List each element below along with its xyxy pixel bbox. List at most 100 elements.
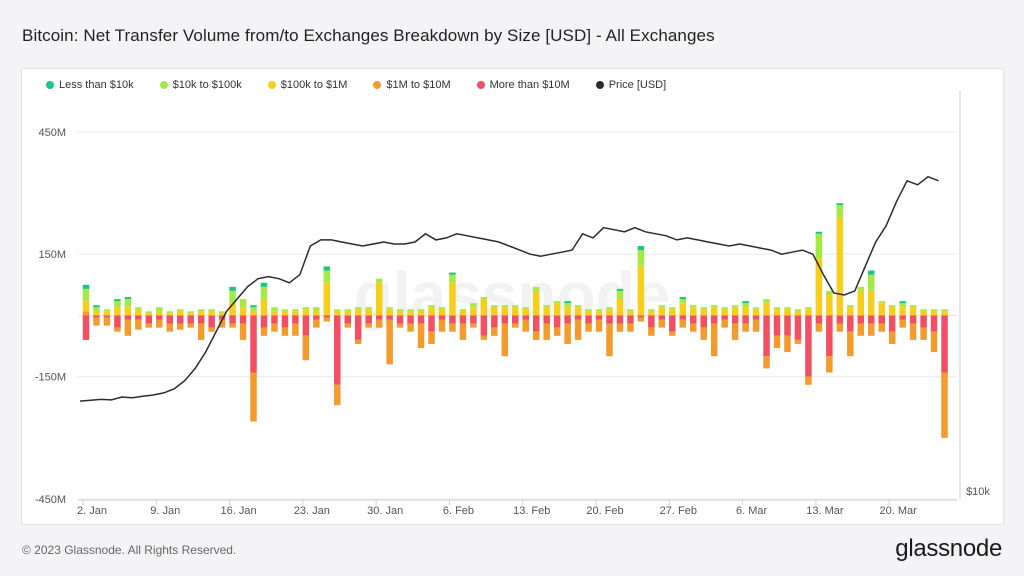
bar-segment <box>930 311 938 316</box>
bar-segment <box>260 299 268 316</box>
bar-segment <box>449 323 456 332</box>
bar-segment <box>763 356 770 369</box>
bar-segment <box>218 311 226 314</box>
bar-segment <box>218 315 226 320</box>
bar-segment <box>260 282 268 287</box>
bar-segment <box>292 315 299 324</box>
bar-segment <box>564 315 571 324</box>
bar-segment <box>145 311 153 314</box>
bar-segment <box>585 323 592 332</box>
bar-segment <box>721 307 728 310</box>
bar-segment <box>114 307 121 316</box>
bar-series <box>82 203 948 438</box>
bar-segment <box>449 274 456 283</box>
legend-item-2[interactable]: $100k to $1M <box>267 79 347 91</box>
bar-segment <box>574 307 582 316</box>
bar-segment <box>669 331 676 336</box>
bar-segment <box>292 309 299 312</box>
bar-segment <box>271 307 278 312</box>
bar-segment <box>103 311 111 316</box>
bar-segment <box>250 372 257 422</box>
bar-segment <box>375 319 383 328</box>
bar-segment <box>909 305 917 308</box>
bar-segment <box>899 301 906 304</box>
bar-segment <box>480 335 488 340</box>
bar-segment <box>637 250 645 267</box>
bar-segment <box>930 315 938 332</box>
bar-segment <box>627 315 634 324</box>
bar-segment <box>229 286 236 291</box>
bar-segment <box>480 299 488 316</box>
bar-segment <box>867 315 875 324</box>
bar-segment <box>375 278 383 283</box>
bar-segment <box>354 339 362 344</box>
bar-segment <box>124 299 132 308</box>
legend-item-4[interactable]: More than $10M <box>476 79 570 91</box>
bar-segment <box>867 270 875 275</box>
bar-segment <box>417 311 425 316</box>
bar-segment <box>281 327 289 336</box>
bar-segment <box>93 311 100 316</box>
bar-segment <box>501 315 509 324</box>
bar-segment <box>878 301 885 304</box>
legend-item-3[interactable]: $1M to $10M <box>373 79 451 91</box>
legend-item-0[interactable]: Less than $10k <box>46 79 134 91</box>
y-tick-label: 450M <box>38 127 66 139</box>
bar-segment <box>250 305 257 308</box>
bar-segment <box>606 307 613 310</box>
bar-segment <box>752 315 760 320</box>
bar-segment <box>114 327 121 332</box>
legend-item-5[interactable]: Price [USD] <box>595 79 667 91</box>
bar-segment <box>334 311 341 316</box>
bar-segment <box>145 313 153 316</box>
bar-segment <box>470 315 477 324</box>
bar-segment <box>606 309 613 316</box>
bar-segment <box>375 282 383 316</box>
bar-segment <box>229 303 236 316</box>
legend-label: $10k to $100k <box>172 79 242 91</box>
bar-segment <box>459 315 467 324</box>
bar-segment <box>690 307 697 316</box>
bar-segment <box>145 315 153 324</box>
bar-segment <box>396 311 404 316</box>
bar-segment <box>82 284 90 289</box>
bar-segment <box>396 323 404 328</box>
bar-segment <box>878 323 885 332</box>
bar-segment <box>637 246 645 251</box>
bar-segment <box>176 323 184 330</box>
bar-segment <box>690 323 697 332</box>
bar-segment <box>480 315 488 336</box>
bar-segment <box>700 307 707 310</box>
legend-item-1[interactable]: $10k to $100k <box>159 79 242 91</box>
bar-segment <box>553 315 561 328</box>
bar-segment <box>281 311 289 316</box>
bar-segment <box>334 309 341 312</box>
bar-segment <box>271 311 278 316</box>
bar-segment <box>543 315 550 324</box>
bar-segment <box>941 372 948 438</box>
bar-segment <box>543 305 550 308</box>
bar-segment <box>428 305 435 308</box>
bar-segment <box>166 311 174 314</box>
y-axis-right: $10k <box>959 91 990 499</box>
bar-segment <box>836 205 844 218</box>
bar-segment <box>888 315 896 332</box>
legend-label: Price [USD] <box>608 79 667 91</box>
bar-segment <box>805 309 812 316</box>
bar-segment <box>428 331 435 344</box>
bar-segment <box>491 305 498 308</box>
bar-segment <box>239 299 247 308</box>
bar-segment <box>658 319 666 328</box>
bar-segment <box>103 315 111 318</box>
bar-segment <box>135 315 142 320</box>
bar-segment <box>606 323 613 357</box>
bar-segment <box>847 307 854 316</box>
bar-segment <box>396 315 404 324</box>
bar-segment <box>302 315 310 336</box>
bar-segment <box>721 315 728 320</box>
bar-segment <box>826 315 833 357</box>
bar-segment <box>208 309 215 312</box>
bar-segment <box>899 315 906 320</box>
bar-segment <box>491 327 498 336</box>
legend-dot <box>46 81 54 89</box>
